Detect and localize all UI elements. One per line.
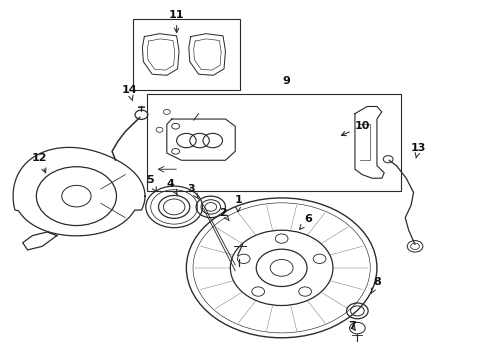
Text: 1: 1: [234, 195, 242, 212]
Text: 12: 12: [32, 153, 48, 173]
Text: 4: 4: [167, 179, 177, 194]
Text: 11: 11: [169, 10, 184, 33]
Text: 9: 9: [283, 76, 291, 86]
Text: 3: 3: [188, 184, 198, 199]
Text: 8: 8: [371, 277, 381, 293]
Text: 14: 14: [122, 85, 137, 101]
Text: 2: 2: [219, 208, 229, 221]
Text: 6: 6: [299, 215, 313, 229]
Text: 7: 7: [348, 321, 356, 331]
Bar: [147, 94, 401, 191]
Text: 13: 13: [411, 143, 426, 158]
Text: 10: 10: [342, 121, 370, 136]
Bar: [133, 19, 240, 90]
Text: 5: 5: [146, 175, 156, 192]
